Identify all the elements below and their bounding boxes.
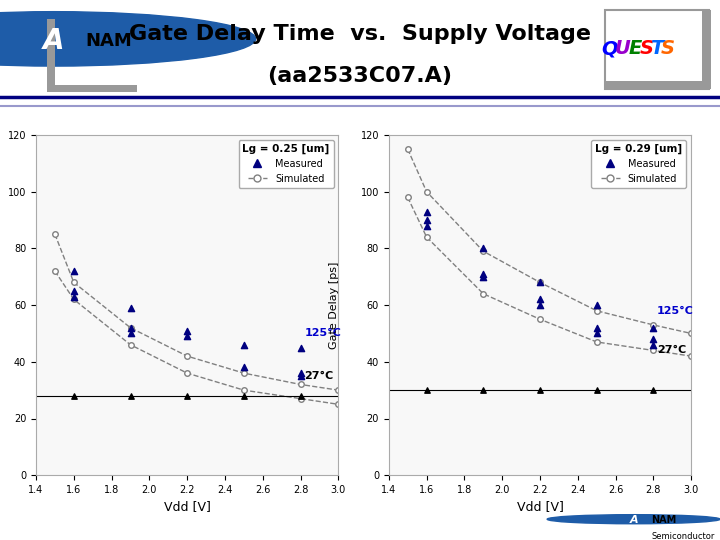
Text: 27°C: 27°C xyxy=(305,371,333,381)
Text: 125°C: 125°C xyxy=(305,328,341,339)
Text: A: A xyxy=(43,27,65,55)
Simulated xyxy=(50,231,59,238)
Measured xyxy=(534,295,546,303)
Measured xyxy=(647,335,659,343)
Text: (aa2533C07.A): (aa2533C07.A) xyxy=(268,66,452,86)
Measured xyxy=(477,269,489,278)
FancyBboxPatch shape xyxy=(605,10,709,90)
Point xyxy=(68,392,80,400)
Text: Q: Q xyxy=(601,39,618,58)
Circle shape xyxy=(0,12,256,66)
Measured xyxy=(68,287,80,295)
Point xyxy=(295,392,307,400)
Text: Gate Delay [ps]: Gate Delay [ps] xyxy=(329,261,339,349)
Point xyxy=(477,386,489,394)
Line: Simulated: Simulated xyxy=(52,232,341,393)
Text: A: A xyxy=(629,515,638,525)
Text: U: U xyxy=(615,39,631,58)
Measured xyxy=(238,341,250,349)
FancyBboxPatch shape xyxy=(47,85,137,92)
Simulated xyxy=(403,146,412,152)
Measured xyxy=(295,343,307,352)
Simulated xyxy=(70,279,78,286)
Text: E: E xyxy=(629,39,642,58)
Measured xyxy=(125,303,136,312)
FancyBboxPatch shape xyxy=(605,80,709,90)
Text: 125°C: 125°C xyxy=(657,306,694,316)
Measured xyxy=(477,272,489,281)
Measured xyxy=(295,369,307,377)
X-axis label: Vdd [V]: Vdd [V] xyxy=(516,501,564,514)
Simulated xyxy=(479,248,487,254)
Point xyxy=(647,386,659,394)
Measured xyxy=(181,332,193,341)
Point xyxy=(181,392,193,400)
Measured xyxy=(181,326,193,335)
Simulated xyxy=(536,279,544,286)
Measured xyxy=(238,363,250,372)
Text: S: S xyxy=(661,39,675,58)
Measured xyxy=(591,323,603,332)
Measured xyxy=(68,292,80,301)
Text: NAM: NAM xyxy=(85,32,132,50)
Measured xyxy=(125,329,136,338)
Circle shape xyxy=(547,515,720,524)
Measured xyxy=(591,301,603,309)
Text: 27°C: 27°C xyxy=(657,346,686,355)
Simulated xyxy=(297,381,305,388)
Legend: Measured, Simulated: Measured, Simulated xyxy=(238,140,333,187)
Measured xyxy=(295,372,307,380)
Simulated xyxy=(183,353,192,360)
Measured xyxy=(477,244,489,253)
Simulated xyxy=(334,387,343,393)
Text: Semiconductor: Semiconductor xyxy=(652,532,715,540)
Point xyxy=(420,386,432,394)
Line: Simulated: Simulated xyxy=(405,146,694,336)
Simulated xyxy=(593,307,601,314)
FancyBboxPatch shape xyxy=(702,10,711,90)
Measured xyxy=(534,301,546,309)
Measured xyxy=(420,221,432,230)
Text: Gate Delay Time  vs.  Supply Voltage: Gate Delay Time vs. Supply Voltage xyxy=(129,24,591,44)
Simulated xyxy=(649,322,657,328)
Measured xyxy=(68,267,80,275)
X-axis label: Vdd [V]: Vdd [V] xyxy=(163,501,211,514)
Measured xyxy=(591,329,603,338)
Text: T: T xyxy=(650,39,663,58)
Legend: Measured, Simulated: Measured, Simulated xyxy=(591,140,686,187)
Simulated xyxy=(687,330,696,337)
Measured xyxy=(420,215,432,225)
Simulated xyxy=(422,188,431,195)
Text: S: S xyxy=(639,39,654,58)
Measured xyxy=(125,323,136,332)
Point xyxy=(534,386,546,394)
Text: NAM: NAM xyxy=(652,515,677,525)
Point xyxy=(238,392,250,400)
Measured xyxy=(647,341,659,349)
Point xyxy=(125,392,136,400)
Measured xyxy=(534,278,546,287)
Simulated xyxy=(240,370,248,376)
Measured xyxy=(420,207,432,216)
Point xyxy=(591,386,603,394)
Simulated xyxy=(126,325,135,331)
Measured xyxy=(647,323,659,332)
FancyBboxPatch shape xyxy=(47,19,55,92)
